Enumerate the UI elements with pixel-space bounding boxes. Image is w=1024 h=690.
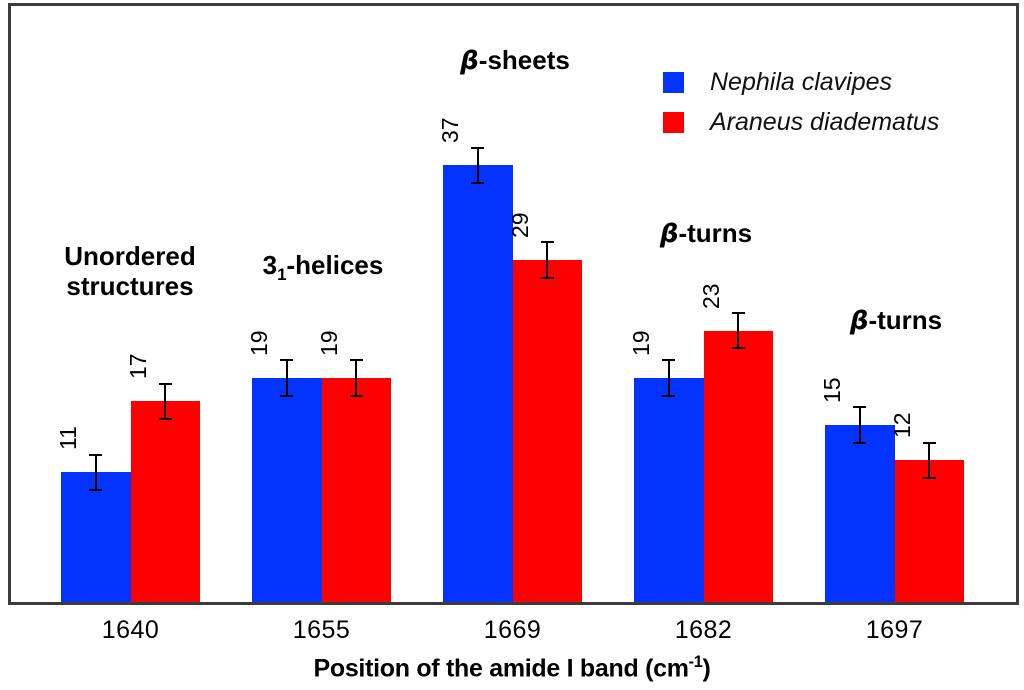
error-bar-line <box>476 147 479 184</box>
error-bar-line <box>164 383 167 420</box>
beta-symbol: β <box>659 219 679 249</box>
error-bar-cap-top <box>853 406 867 409</box>
axis-title-text: ) <box>702 654 711 683</box>
bar-blue-1640 <box>61 472 131 602</box>
error-bar-cap-top <box>922 441 936 444</box>
bar-value-label: 19 <box>246 330 273 356</box>
error-bar-cap-top <box>540 241 554 244</box>
error-bar-line <box>928 442 931 479</box>
annotation-text: -sheets <box>478 45 570 75</box>
bar-value-label: 37 <box>437 117 464 144</box>
error-bar-cap-bottom <box>158 418 172 421</box>
beta-symbol: β <box>849 306 869 336</box>
bar-value-label: 19 <box>628 330 655 356</box>
bar-value-label: 29 <box>506 212 533 238</box>
error-bar-cap-top <box>280 359 294 362</box>
red-square-swatch-icon <box>663 111 684 133</box>
annotation-beta-turns-1697: β-turns <box>786 305 1006 336</box>
error-bar-line <box>94 454 97 490</box>
error-bar-cap-top <box>89 453 103 456</box>
error-bar-cap-bottom <box>922 477 936 480</box>
bar-blue-1697 <box>825 425 895 602</box>
error-bar-line <box>667 360 670 396</box>
x-tick-label-1669: 1669 <box>483 616 542 644</box>
bar-red-1697 <box>894 460 964 602</box>
error-bar-cap-top <box>349 359 363 362</box>
axis-title-superscript: -1 <box>688 653 703 671</box>
annotation-text: -turns <box>868 305 943 335</box>
x-tick-label-1640: 1640 <box>101 616 160 644</box>
annotation-31-helices: 31-helices <box>213 250 433 290</box>
blue-square-swatch-icon <box>663 71 684 93</box>
annotation-unordered-structures: Unordered structures <box>20 241 240 301</box>
bar-value-label: 15 <box>819 377 846 403</box>
bar-red-1669 <box>512 259 582 602</box>
error-bar-line <box>285 360 288 396</box>
error-bar-cap-bottom <box>471 182 485 185</box>
x-axis-title: Position of the amide I band (cm-1) <box>0 653 1024 683</box>
legend-item-araneus: Araneus diadematus <box>663 102 939 142</box>
axis-title-text: Position of the amide I band (cm <box>313 654 689 683</box>
bar-red-1640 <box>130 401 200 602</box>
legend-label: Araneus diadematus <box>710 107 940 136</box>
error-bar-cap-bottom <box>662 394 676 397</box>
x-tick-label-1682: 1682 <box>674 616 733 644</box>
error-bar-cap-bottom <box>540 276 554 279</box>
bar-red-1682 <box>703 330 773 602</box>
annotation-beta-sheets: β-sheets <box>405 45 625 76</box>
x-tick-label-1655: 1655 <box>292 616 351 644</box>
legend: Nephila clavipes Araneus diadematus <box>663 62 939 142</box>
error-bar-cap-bottom <box>731 347 745 350</box>
annotation-line: Unordered <box>64 241 196 271</box>
annotation-subscript: 1 <box>277 265 287 285</box>
bar-blue-1682 <box>634 377 704 602</box>
annotation-beta-turns-1682: β-turns <box>596 218 816 249</box>
bar-value-label: 19 <box>315 330 342 356</box>
x-tick-label-1697: 1697 <box>865 616 924 644</box>
error-bar-cap-top <box>662 359 676 362</box>
bar-value-label: 12 <box>888 412 915 439</box>
error-bar-line <box>737 312 740 349</box>
error-bar-line <box>858 407 861 443</box>
bar-value-label: 11 <box>55 426 82 451</box>
bar-value-label: 17 <box>124 353 151 380</box>
error-bar-cap-top <box>158 382 172 385</box>
legend-label: Nephila clavipes <box>710 67 893 96</box>
annotation-text: 3 <box>262 250 278 280</box>
error-bar-cap-bottom <box>349 394 363 397</box>
legend-item-nephila: Nephila clavipes <box>663 62 939 102</box>
error-bar-line <box>355 360 358 396</box>
error-bar-line <box>546 242 549 278</box>
annotation-text: -turns <box>678 218 753 248</box>
bar-value-label: 23 <box>697 283 724 309</box>
bar-blue-1669 <box>443 165 513 602</box>
error-bar-cap-top <box>471 146 485 149</box>
annotation-text: -helices <box>286 250 384 280</box>
error-bar-cap-bottom <box>89 488 103 491</box>
bar-blue-1655 <box>252 377 322 602</box>
bar-red-1655 <box>321 377 391 602</box>
error-bar-cap-bottom <box>280 394 294 397</box>
error-bar-cap-bottom <box>853 441 867 444</box>
annotation-line: structures <box>66 271 194 301</box>
error-bar-cap-top <box>731 311 745 314</box>
beta-symbol: β <box>460 46 479 76</box>
